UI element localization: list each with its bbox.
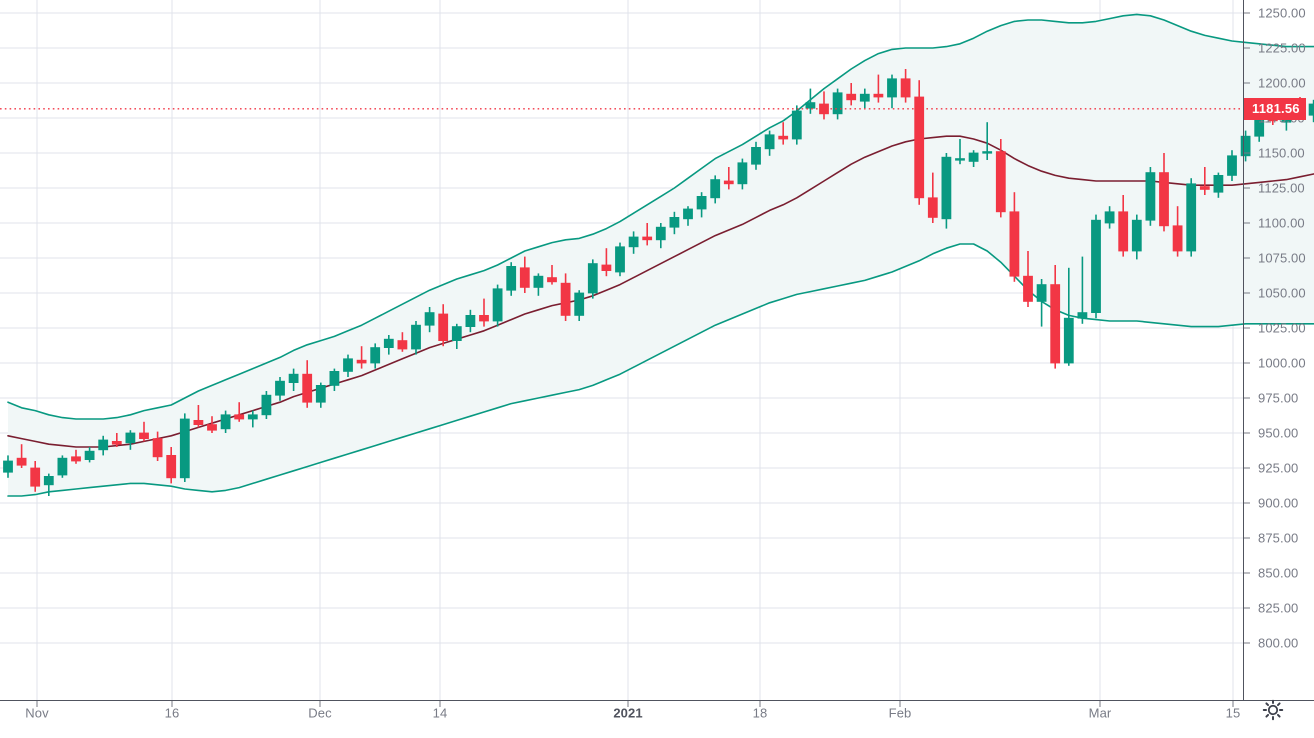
price-tick-label: 1100.00 [1258, 215, 1305, 231]
price-tick-label: 875.00 [1258, 530, 1299, 546]
time-tick-label: Nov [25, 705, 49, 721]
price-tick-label: 925.00 [1258, 460, 1299, 476]
price-tick-label: 950.00 [1258, 425, 1299, 441]
price-tick-label: 975.00 [1258, 390, 1299, 406]
price-tick-label: 850.00 [1258, 565, 1299, 581]
time-tick-label: 2021 [613, 705, 643, 721]
time-tick-label: Feb [888, 705, 912, 721]
time-tick-label: Dec [308, 705, 332, 721]
price-tick-label: 1150.00 [1258, 145, 1305, 161]
price-tick-label: 1025.00 [1258, 320, 1306, 336]
price-tick-label: 1250.00 [1258, 5, 1306, 21]
price-tick-label: 1050.00 [1258, 285, 1306, 301]
price-tick-label: 900.00 [1258, 495, 1299, 511]
last-price-badge[interactable]: 1181.56 [1244, 97, 1306, 120]
candlestick-series[interactable] [3, 66, 1314, 496]
price-tick-label: 800.00 [1258, 635, 1299, 651]
price-tick-label: 1225.00 [1258, 40, 1306, 56]
bollinger-band-upper [7, 13, 1314, 420]
price-tick-label: 825.00 [1258, 600, 1299, 616]
time-tick-label: Mar [1088, 705, 1112, 721]
time-tick-label: 14 [432, 705, 448, 721]
time-tick-label: 15 [1225, 705, 1241, 721]
price-tick-label: 1075.00 [1258, 250, 1306, 266]
axis-separators [0, 0, 1314, 701]
bollinger-band-fill [8, 14, 1314, 496]
bollinger-band-lower [7, 243, 1314, 497]
gear-icon[interactable] [1262, 699, 1284, 721]
price-tick-label: 1200.00 [1258, 75, 1306, 91]
price-tick-label: 1125.00 [1258, 180, 1305, 196]
time-tick-label: 16 [164, 705, 180, 721]
price-tick-label: 1000.00 [1258, 355, 1306, 371]
time-tick-label: 18 [752, 705, 768, 721]
